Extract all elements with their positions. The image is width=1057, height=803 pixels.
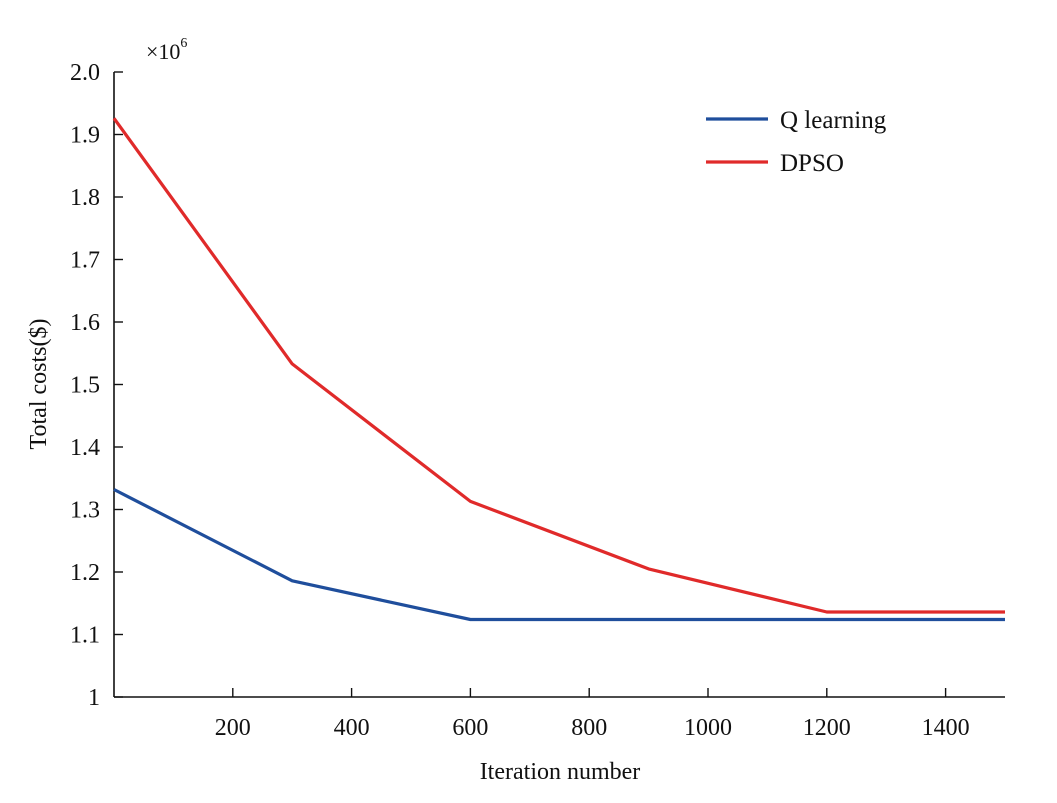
x-tick-label: 1200 [803,715,851,741]
y-tick-label: 1.6 [70,310,100,336]
y-tick-label: 1.9 [70,123,100,149]
x-tick-label: 800 [571,715,607,741]
y-tick-label: 1.7 [70,248,100,274]
legend-label-1: DPSO [780,150,844,177]
y-multiplier-base: ×10 [146,39,180,64]
y-tick-label: 1.5 [70,373,100,399]
x-tick-label: 1400 [922,715,970,741]
x-ticks: 200 400 600 800 1000 1200 1400 [215,688,970,741]
x-axis-title: Iteration number [480,759,641,785]
series-line-1 [112,117,1005,614]
legend-label-0: Q learning [780,107,887,134]
legend: Q learning DPSO [706,107,887,177]
series-line-0 [113,488,1005,622]
series-lines [112,117,1005,622]
y-tick-label: 1.1 [70,623,100,649]
axes [113,72,1005,698]
x-tick-label: 1000 [684,715,732,741]
y-tick-label: 1.2 [70,560,100,586]
y-axis-multiplier: ×106 [146,36,187,64]
x-tick-label: 400 [334,715,370,741]
y-tick-label: 1.4 [70,435,100,461]
y-axis-title: Total costs($) [26,319,52,450]
y-tick-label: 1 [88,685,100,711]
y-tick-label: 2.0 [70,60,100,86]
y-tick-label: 1.3 [70,498,100,524]
y-tick-label: 1.8 [70,185,100,211]
x-tick-label: 200 [215,715,251,741]
x-tick-label: 600 [452,715,488,741]
y-ticks: 1 1.1 1.2 1.3 1.4 1.5 1.6 1.7 1.8 1.9 2.0 [70,60,123,711]
y-multiplier-exponent: 6 [180,36,187,51]
